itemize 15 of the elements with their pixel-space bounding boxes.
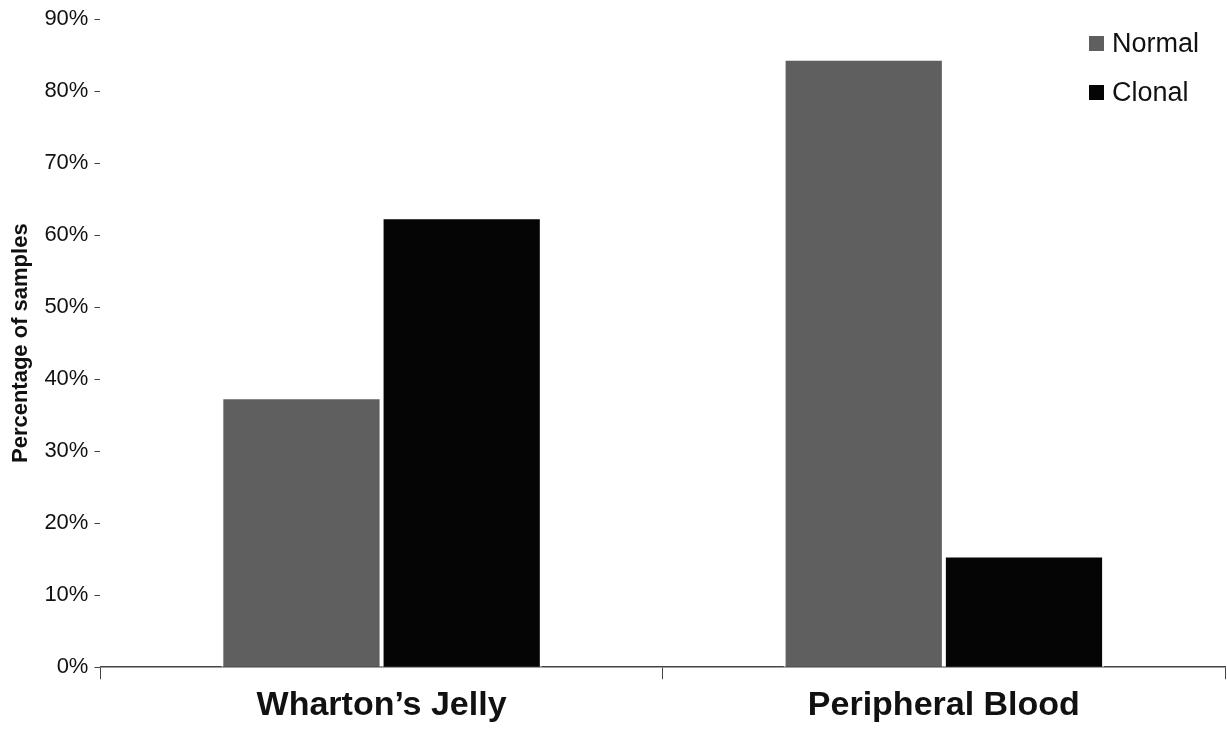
y-tick-label: 40% <box>44 365 89 391</box>
y-tick-label: 90% <box>44 5 89 31</box>
y-tick-label: 10% <box>44 581 89 607</box>
y-tick-label: 70% <box>44 149 89 175</box>
y-tick-label: 0% <box>56 653 89 679</box>
y-axis-title: Percentage of samples <box>7 223 33 464</box>
legend-label: Clonal <box>1111 77 1189 108</box>
x-tick-label: Wharton’s Jelly <box>256 683 507 722</box>
y-tick-label: 50% <box>44 293 89 319</box>
y-tick-label: 30% <box>44 437 89 463</box>
y-tick-label: 80% <box>44 77 89 103</box>
legend-label: Normal <box>1111 28 1199 59</box>
y-tick-label: 60% <box>44 221 89 247</box>
y-tick-label: 20% <box>44 509 89 535</box>
x-tick-label: Peripheral Blood <box>807 683 1080 722</box>
